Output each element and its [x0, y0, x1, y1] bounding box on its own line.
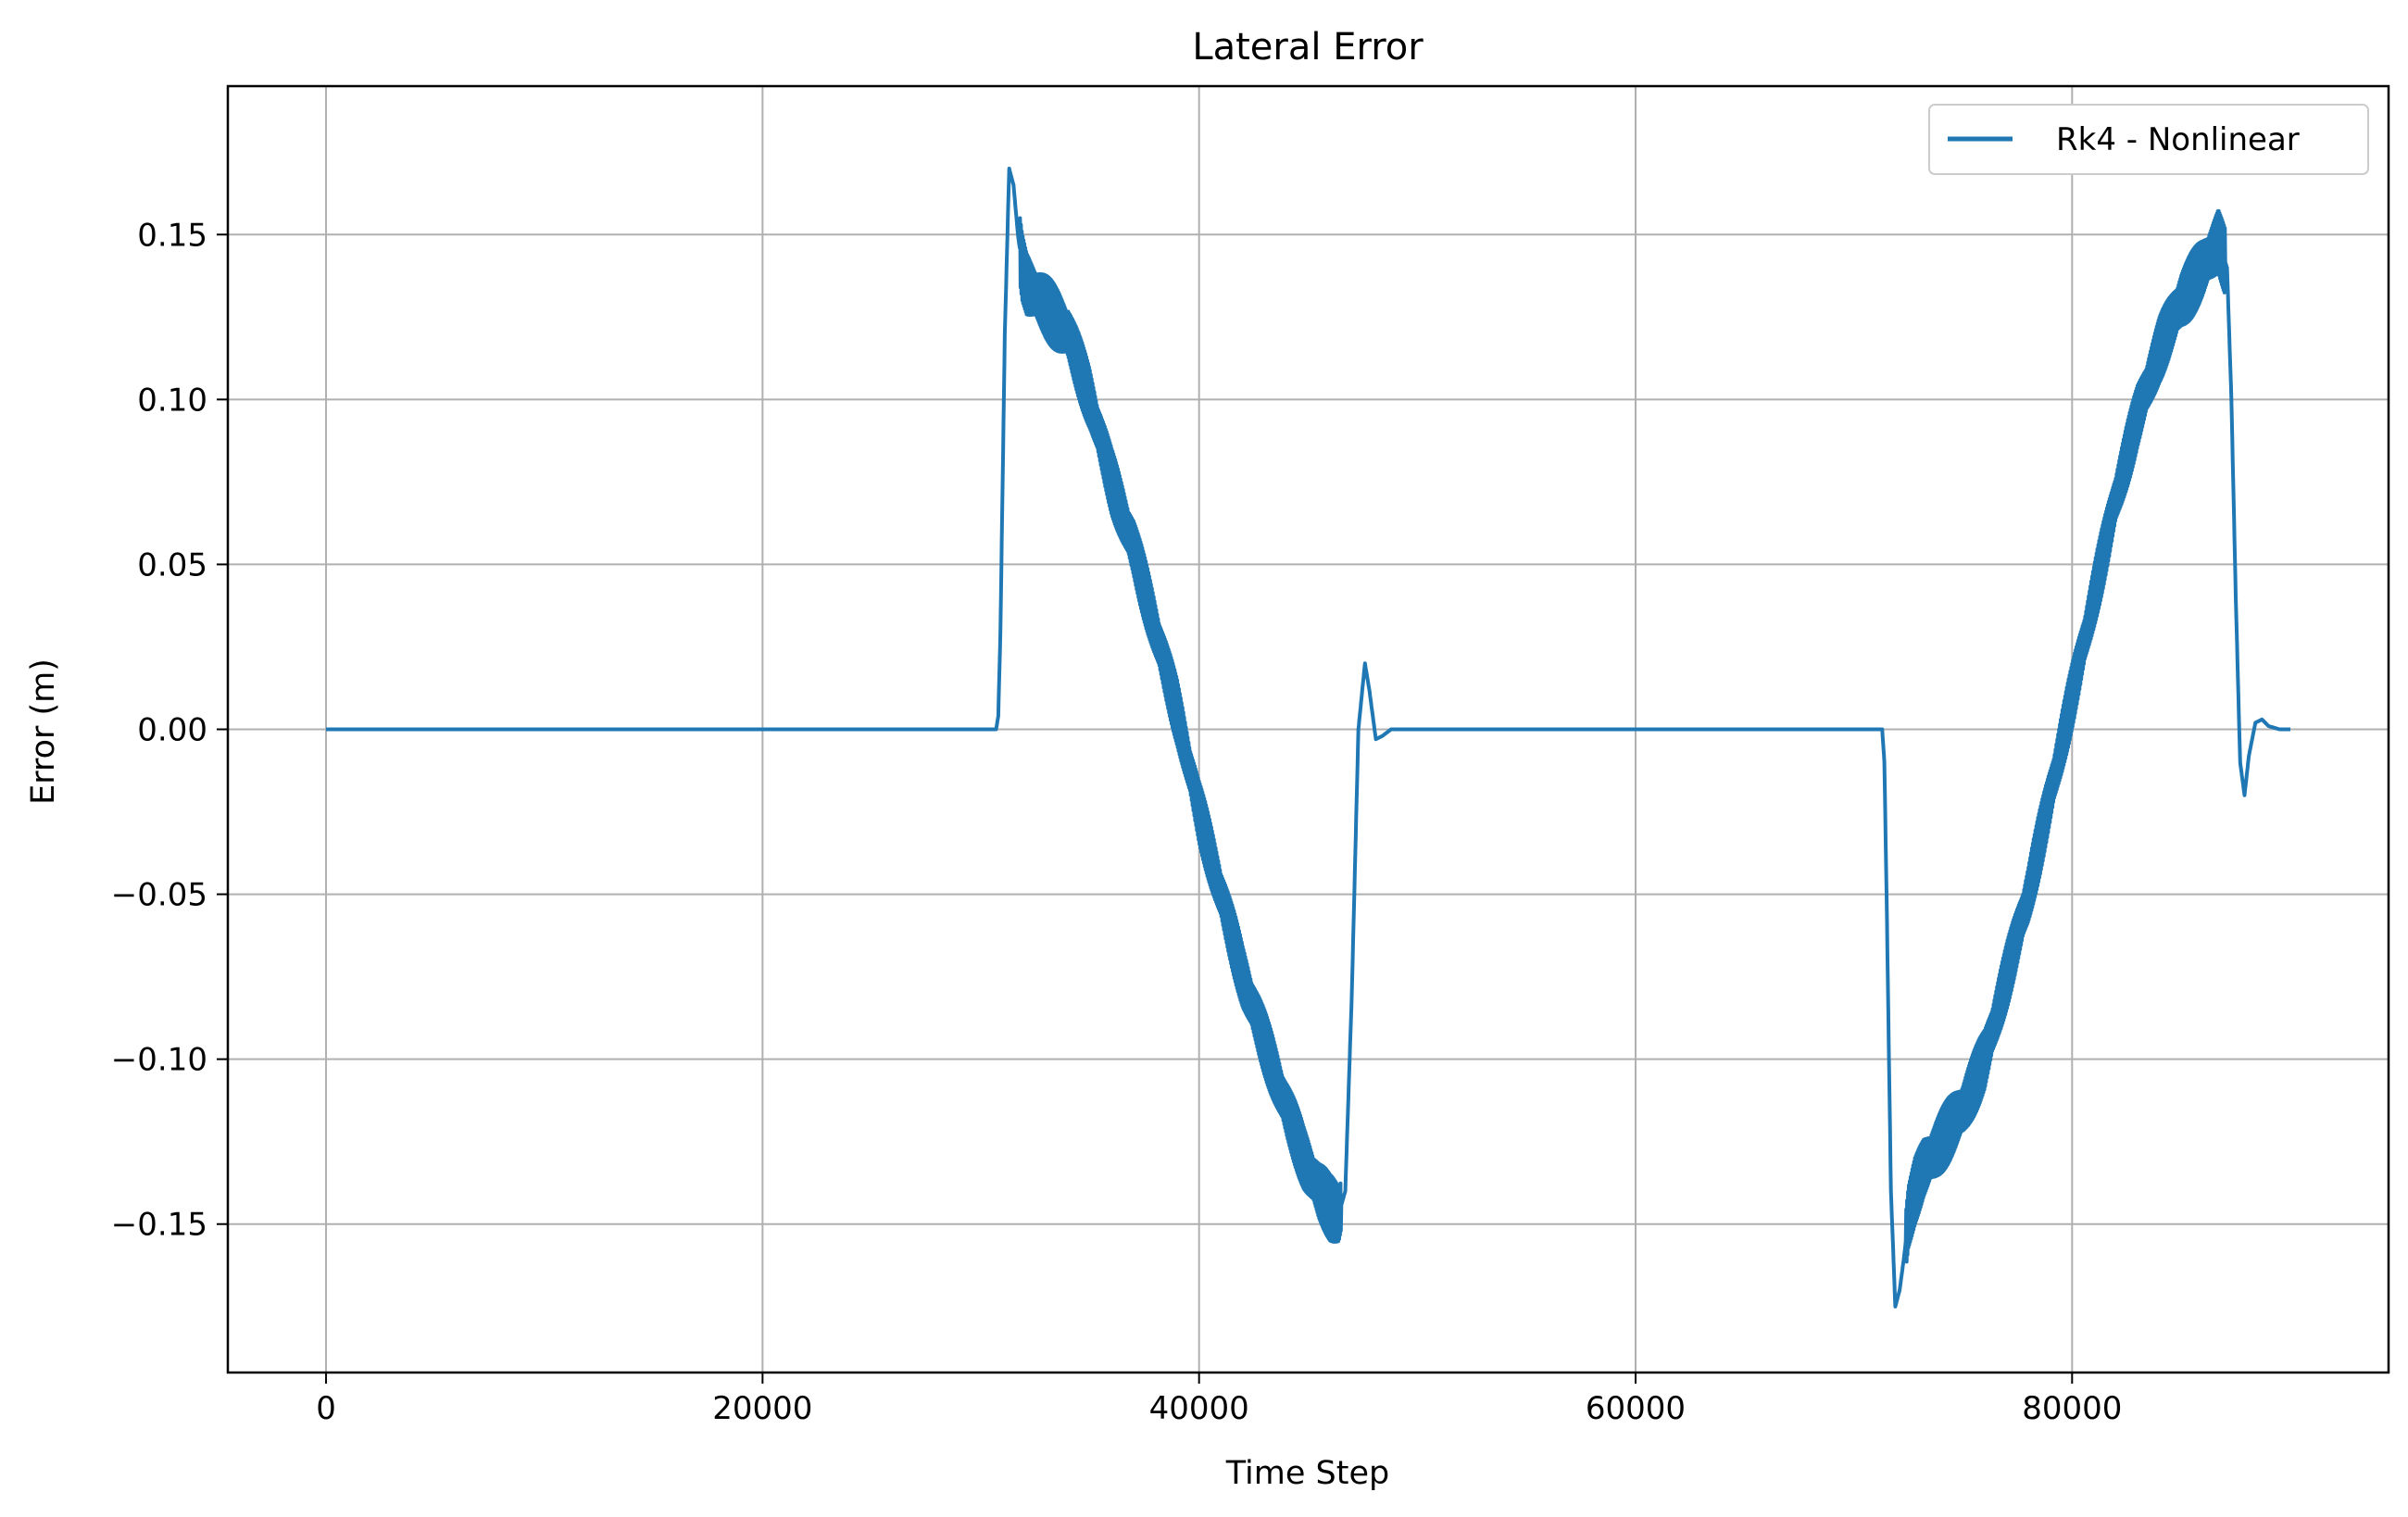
- x-tick-label: 0: [316, 1390, 336, 1427]
- y-tick-label: 0.00: [137, 712, 207, 749]
- y-tick-label: −0.15: [111, 1207, 207, 1244]
- y-tick-label: 0.05: [137, 546, 207, 583]
- legend-box: [1928, 104, 2369, 175]
- y-axis-label: Error (m): [25, 658, 62, 805]
- y-tick-label: 0.15: [137, 217, 207, 254]
- x-tick-label: 40000: [1149, 1390, 1249, 1427]
- x-tick-label: 20000: [712, 1390, 812, 1427]
- x-tick-label: 80000: [2022, 1390, 2122, 1427]
- x-axis-label: Time Step: [1225, 1455, 1389, 1492]
- y-tick-label: −0.10: [111, 1042, 207, 1079]
- chart-title: Lateral Error: [1192, 26, 1423, 69]
- y-tick-label: 0.10: [137, 382, 207, 419]
- legend: Rk4 - Nonlinear: [1928, 104, 2369, 175]
- plot-frame: [226, 84, 2390, 1374]
- data-series: [324, 167, 2292, 1309]
- series-line-rk4-nonlinear: [324, 167, 2292, 1309]
- x-tick-label: 60000: [1586, 1390, 1686, 1427]
- y-tick-label: −0.05: [111, 877, 207, 914]
- legend-label-rk4: Rk4 - Nonlinear: [2056, 121, 2300, 158]
- axis-ticks: 0 20000 40000 60000 80000 −0.15 −0.10 −0.05 0.00…: [111, 217, 2123, 1427]
